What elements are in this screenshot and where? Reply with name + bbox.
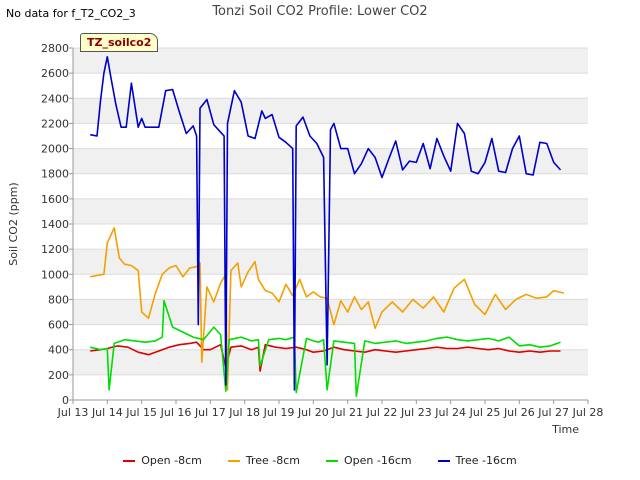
x-tick-label: Jul 18 xyxy=(228,406,260,419)
y-tick-label: 600 xyxy=(48,319,69,332)
x-tick-label: Jul 13 xyxy=(57,406,89,419)
x-tick-labels: Jul 13 Jul 14 Jul 15 Jul 16 Jul 17 Jul 18 Jul … xyxy=(57,400,604,419)
legend-item-tree-16cm[interactable]: Tree -16cm xyxy=(437,454,517,467)
y-tick-labels: 0 200 400 600 800 1000 1200 1400 1600 1800 2000 220… xyxy=(41,42,73,407)
series-group xyxy=(90,55,565,398)
x-tick-label: Jul 23 xyxy=(400,406,432,419)
plot-band xyxy=(73,198,588,224)
legend-item-tree-8cm[interactable]: Tree -8cm xyxy=(227,454,300,467)
legend-label: Tree -8cm xyxy=(245,454,300,467)
x-tick-label: Jul 17 xyxy=(194,406,226,419)
x-tick-label: Jul 27 xyxy=(537,406,569,419)
legend-label: Open -16cm xyxy=(344,454,412,467)
legend: Open -8cm Tree -8cm Open -16cm Tree -16c… xyxy=(0,454,640,467)
y-tick-label: 2600 xyxy=(41,67,69,80)
x-tick-label: Jul 26 xyxy=(503,406,535,419)
x-tick-label: Jul 28 xyxy=(572,406,604,419)
y-tick-label: 400 xyxy=(48,344,69,357)
series-line-open-8cm xyxy=(90,341,561,372)
y-tick-label: 200 xyxy=(48,369,69,382)
series-line-open-16cm xyxy=(90,299,561,398)
legend-label: Tree -16cm xyxy=(455,454,517,467)
plot-band xyxy=(73,48,588,74)
legend-item-open-8cm[interactable]: Open -8cm xyxy=(123,454,202,467)
x-tick-label: Jul 21 xyxy=(331,406,363,419)
y-tick-label: 1600 xyxy=(41,193,69,206)
legend-item-open-16cm[interactable]: Open -16cm xyxy=(326,454,412,467)
site-badge: TZ_soilco2 xyxy=(80,33,159,52)
x-tick-label: Jul 25 xyxy=(469,406,501,419)
y-tick-label: 2200 xyxy=(41,117,69,130)
x-tick-label: Jul 24 xyxy=(434,406,466,419)
legend-label: Open -8cm xyxy=(141,454,202,467)
series-line-tree-16cm xyxy=(90,55,562,391)
x-tick-label: Jul 14 xyxy=(91,406,123,419)
y-tick-label: 1800 xyxy=(41,168,69,181)
y-axis-label: Soil CO2 (ppm) xyxy=(7,182,20,265)
x-tick-label: Jul 15 xyxy=(125,406,157,419)
no-data-notice: No data for f_T2_CO2_3 xyxy=(6,7,136,20)
y-tick-label: 800 xyxy=(48,293,69,306)
plot-band xyxy=(73,249,588,275)
legend-swatch xyxy=(437,459,450,462)
plot-band xyxy=(73,98,588,124)
y-tick-label: 2800 xyxy=(41,42,69,55)
legend-swatch xyxy=(123,459,136,462)
legend-swatch xyxy=(227,459,240,462)
x-tick-label: Jul 19 xyxy=(263,406,295,419)
plot-bands xyxy=(73,48,588,375)
y-tick-label: 1000 xyxy=(41,268,69,281)
y-tick-label: 2000 xyxy=(41,143,69,156)
y-tick-label: 1200 xyxy=(41,243,69,256)
x-axis-label: Time xyxy=(551,423,579,436)
legend-swatch xyxy=(326,459,338,462)
y-tick-label: 2400 xyxy=(41,92,69,105)
x-tick-label: Jul 22 xyxy=(366,406,398,419)
series-line-tree-8cm xyxy=(90,227,565,391)
y-tick-label: 0 xyxy=(62,394,69,407)
x-tick-label: Jul 16 xyxy=(160,406,192,419)
y-tick-label: 1400 xyxy=(41,218,69,231)
x-tick-label: Jul 20 xyxy=(297,406,329,419)
chart-title: Tonzi Soil CO2 Profile: Lower CO2 xyxy=(212,4,428,19)
